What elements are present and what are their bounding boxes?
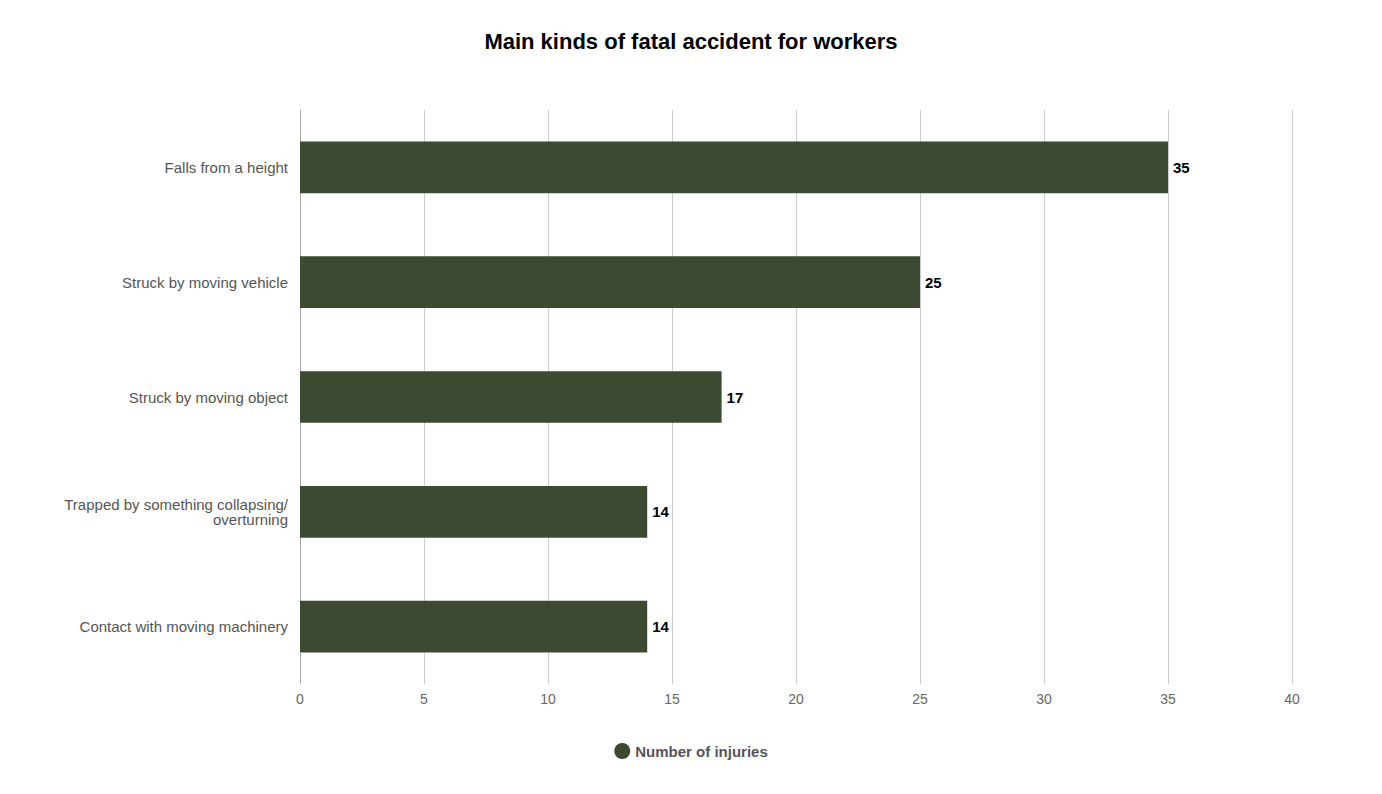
- svg-text:Number of injuries: Number of injuries: [635, 743, 768, 760]
- svg-text:17: 17: [727, 389, 744, 406]
- svg-text:Struck by moving vehicle: Struck by moving vehicle: [122, 274, 288, 291]
- svg-text:Struck by moving object: Struck by moving object: [129, 389, 289, 406]
- svg-text:0: 0: [296, 691, 304, 707]
- svg-text:14: 14: [652, 618, 669, 635]
- svg-text:Trapped by something collapsin: Trapped by something collapsing/: [64, 495, 288, 513]
- svg-text:15: 15: [664, 691, 680, 707]
- svg-text:10: 10: [540, 691, 556, 707]
- svg-text:40: 40: [1284, 691, 1300, 707]
- svg-text:25: 25: [925, 274, 942, 291]
- svg-text:35: 35: [1173, 159, 1190, 176]
- svg-text:Contact with moving machinery: Contact with moving machinery: [80, 618, 289, 635]
- svg-text:35: 35: [1160, 691, 1176, 707]
- svg-text:overturning: overturning: [213, 511, 288, 528]
- svg-text:20: 20: [788, 691, 804, 707]
- svg-text:14: 14: [652, 503, 669, 520]
- svg-text:30: 30: [1036, 691, 1052, 707]
- svg-text:25: 25: [912, 691, 928, 707]
- svg-text:5: 5: [420, 691, 428, 707]
- svg-text:Main kinds of fatal accident f: Main kinds of fatal accident for workers: [484, 29, 897, 54]
- svg-text:Falls from a height: Falls from a height: [165, 159, 289, 176]
